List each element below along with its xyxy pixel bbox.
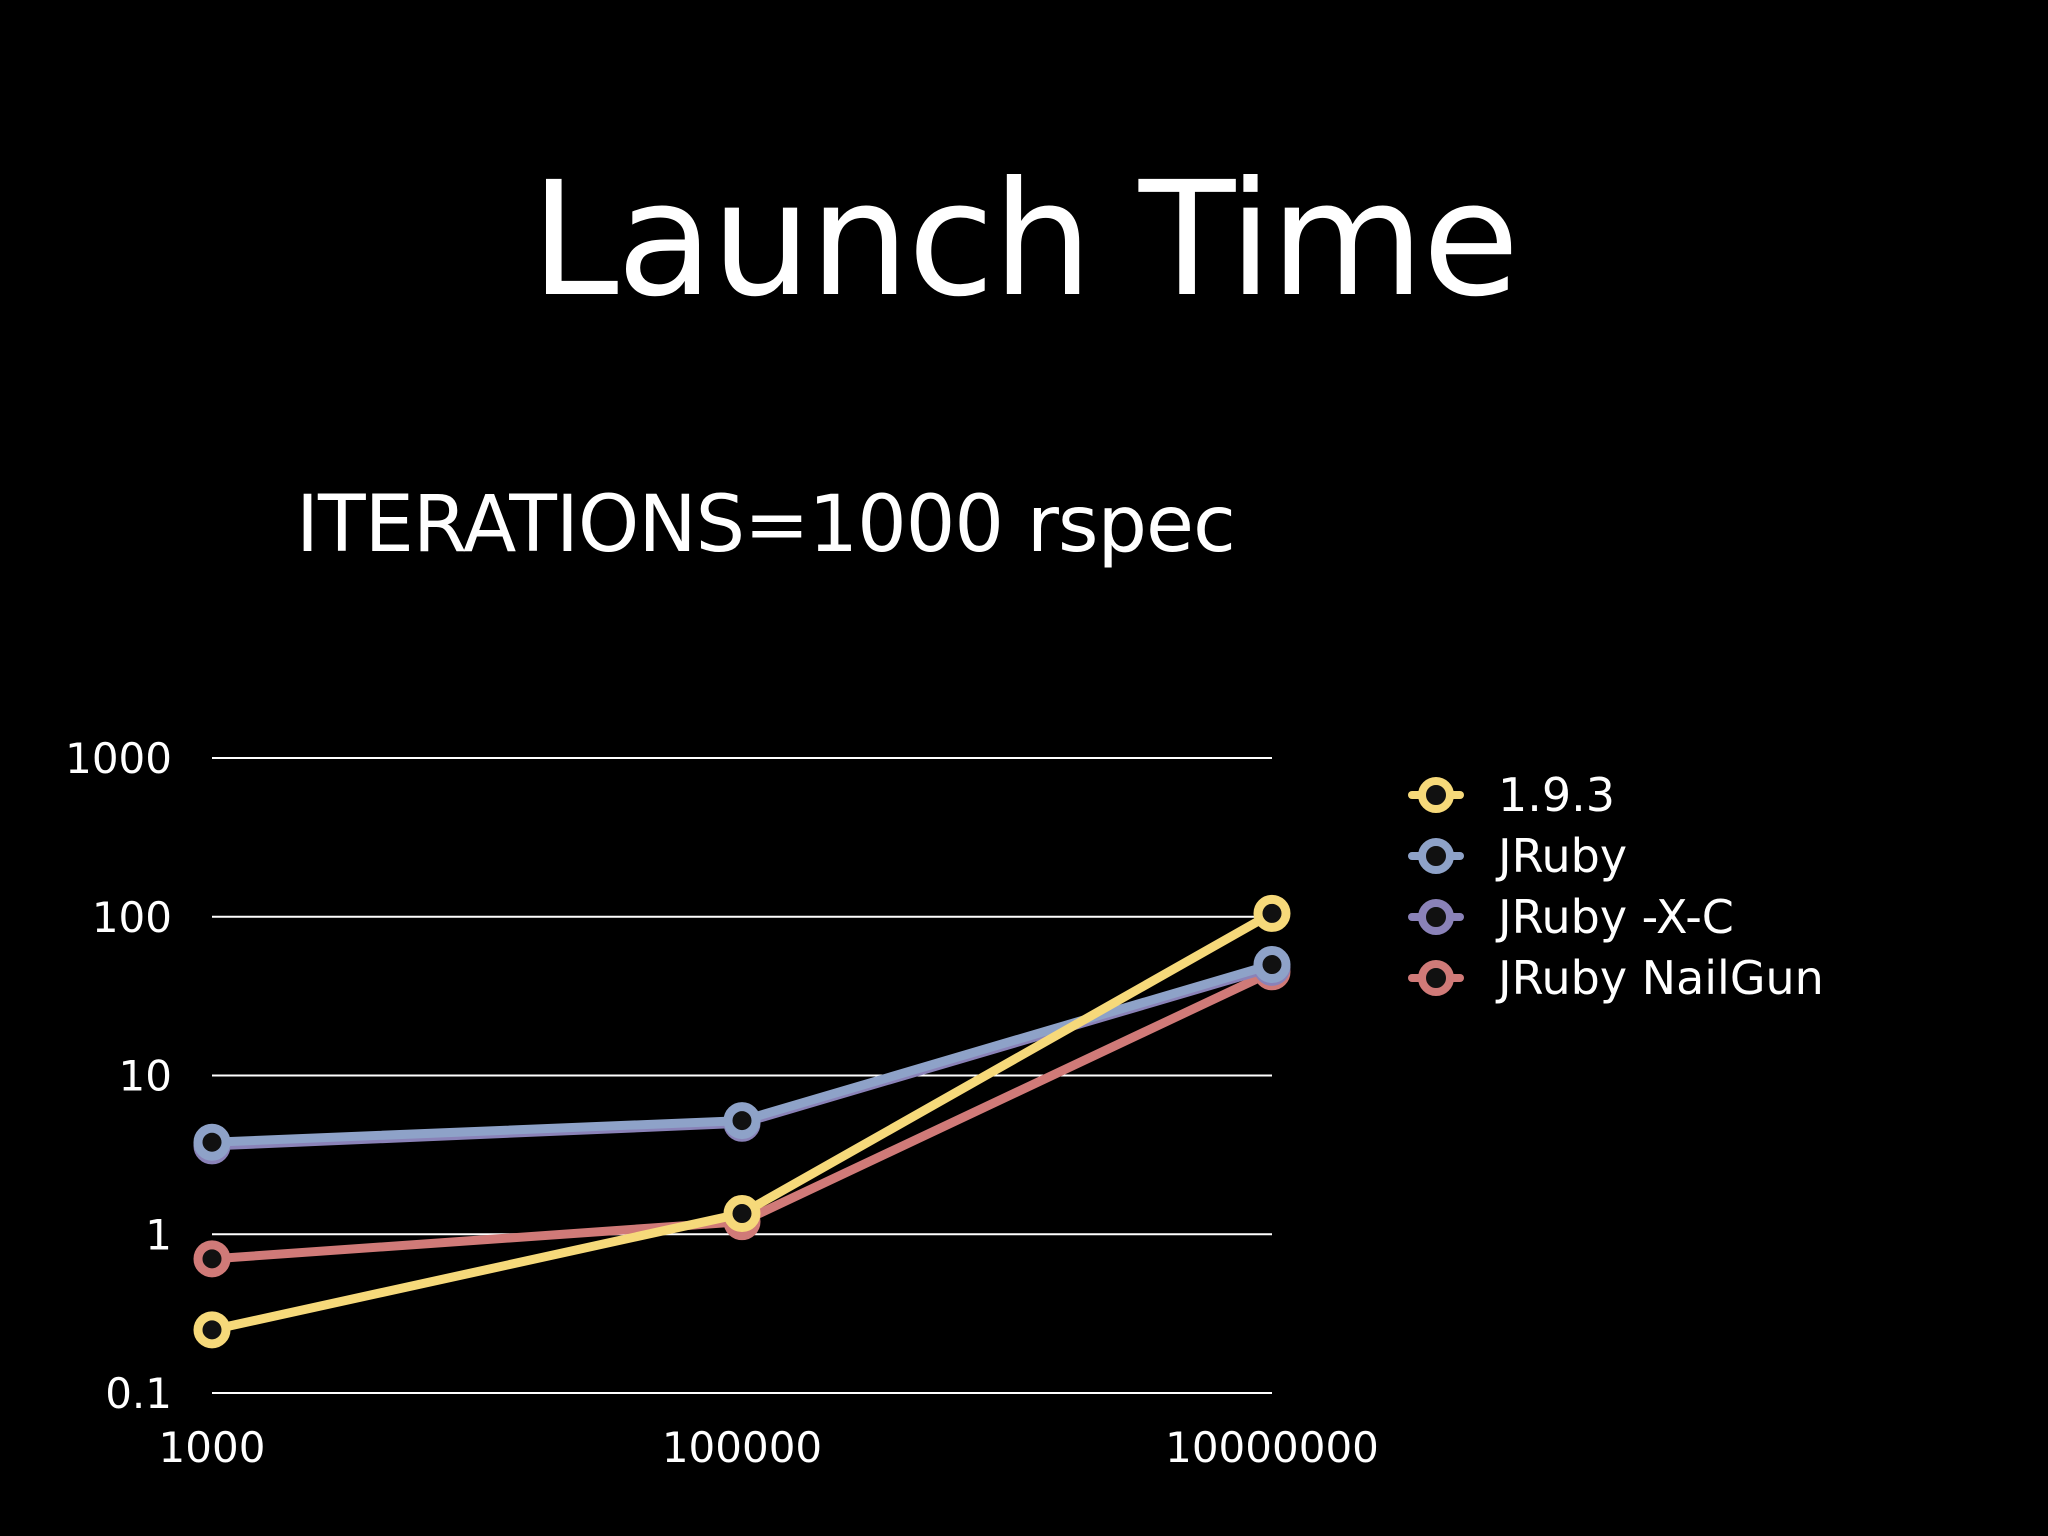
data-point <box>1253 946 1291 984</box>
series-1-9-3 <box>193 894 1291 1349</box>
legend-marker <box>1418 899 1454 935</box>
data-point <box>723 1195 761 1233</box>
legend-label: 1.9.3 <box>1498 768 1615 822</box>
legend-marker <box>1418 838 1454 874</box>
legend-item: 1.9.3 <box>1408 768 1615 822</box>
chart-subtitle: ITERATIONS=1000 rspec <box>296 480 1236 570</box>
legend-marker <box>1418 777 1454 813</box>
legend-marker <box>1418 960 1454 996</box>
data-point <box>193 1123 231 1161</box>
x-tick-label: 100000 <box>662 1423 822 1472</box>
legend: 1.9.3 JRuby JRuby -X-C JRuby NailGun <box>1408 768 1824 1005</box>
grid-lines <box>212 757 1272 1394</box>
y-tick-label: 10 <box>119 1052 172 1101</box>
legend-label: JRuby <box>1495 829 1627 883</box>
data-point <box>193 1240 231 1278</box>
series-lines <box>193 894 1291 1349</box>
data-point <box>193 1311 231 1349</box>
slide-title: Launch Time <box>530 148 1519 332</box>
y-tick-label: 1000 <box>65 734 172 783</box>
y-tick-label: 100 <box>92 893 172 942</box>
data-point <box>1253 894 1291 932</box>
y-axis-ticks: 0.1 1 10 100 1000 <box>65 734 172 1418</box>
data-point <box>723 1102 761 1140</box>
series-jruby <box>193 946 1291 1161</box>
y-tick-label: 1 <box>145 1210 172 1259</box>
x-tick-label: 1000 <box>159 1423 266 1472</box>
legend-item: JRuby -X-C <box>1408 890 1734 944</box>
legend-label: JRuby -X-C <box>1495 890 1734 944</box>
x-tick-label: 10000000 <box>1165 1423 1379 1472</box>
legend-item: JRuby <box>1408 829 1627 883</box>
y-tick-label: 0.1 <box>105 1369 172 1418</box>
legend-label: JRuby NailGun <box>1495 951 1824 1005</box>
x-axis-ticks: 1000 100000 10000000 <box>159 1423 1379 1472</box>
legend-item: JRuby NailGun <box>1408 951 1824 1005</box>
